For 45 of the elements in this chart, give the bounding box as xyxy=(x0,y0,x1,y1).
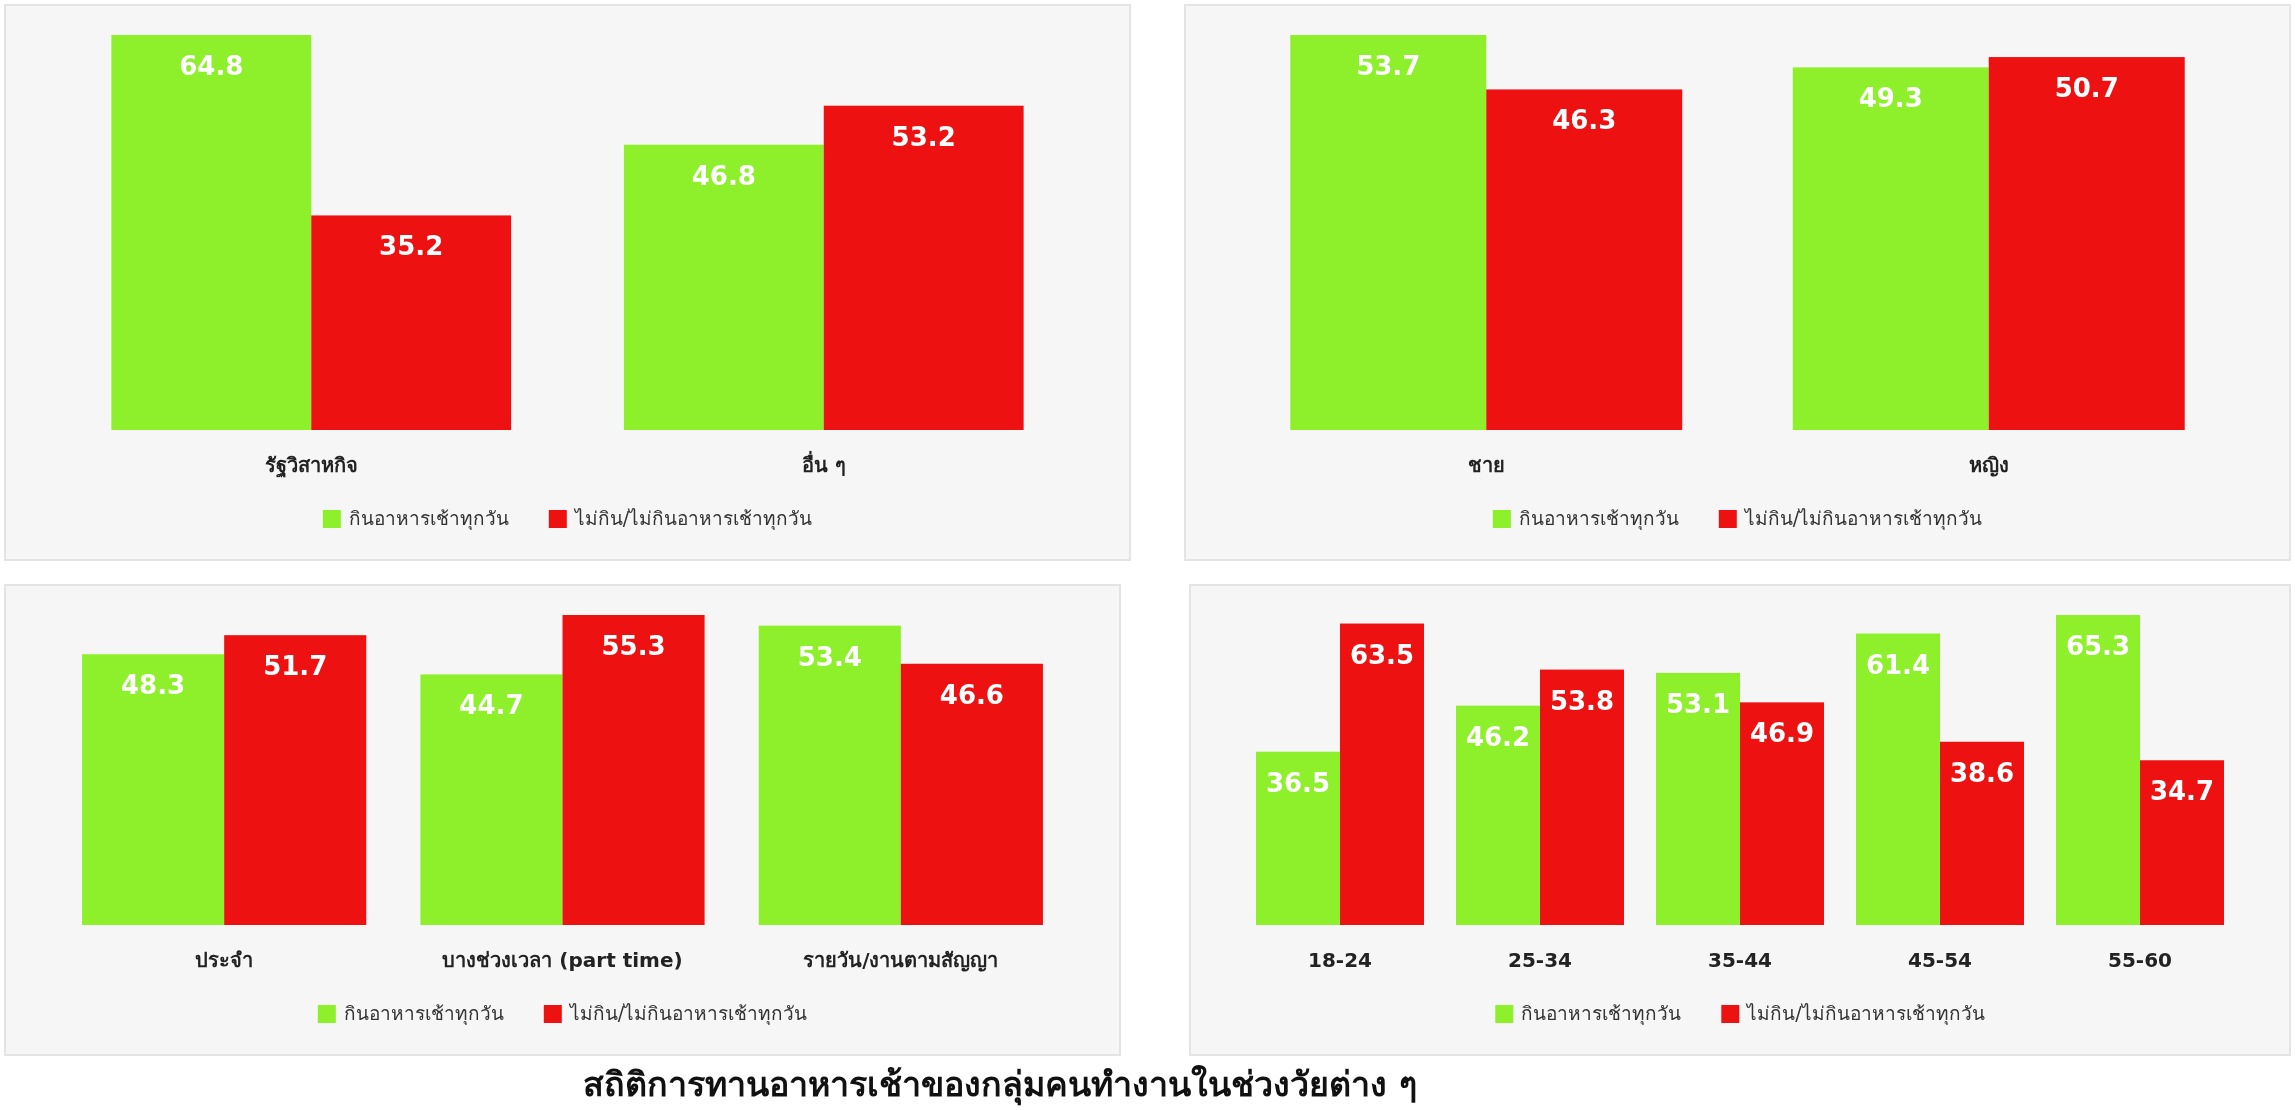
x-tick-label: ชาย xyxy=(1467,453,1505,477)
legend-label: ไม่กิน/ไม่กินอาหารเช้าทุกวัน xyxy=(572,507,813,531)
x-tick-label: รัฐวิสาหกิจ xyxy=(264,453,358,479)
x-tick-label: 35-44 xyxy=(1708,948,1772,972)
legend-label: กินอาหารเช้าทุกวัน xyxy=(1518,507,1679,531)
data-label: 46.3 xyxy=(1552,105,1617,136)
data-label: 46.2 xyxy=(1465,721,1531,752)
text: สถิติการทานอาหารเช้าของกลุ่มคนทำงานในช่วงวัยต่าง ๆ xyxy=(583,1064,1417,1106)
data-label: 38.6 xyxy=(1949,757,2015,788)
data-label: 53.7 xyxy=(1356,51,1421,81)
x-tick-label: 45-54 xyxy=(1908,948,1972,972)
data-label: 36.5 xyxy=(1265,767,1331,798)
legend-label: ไม่กิน/ไม่กินอาหารเช้าทุกวัน xyxy=(567,1002,808,1026)
data-label: 51.7 xyxy=(263,651,328,682)
data-label: 46.8 xyxy=(691,160,756,191)
data-label: 55.3 xyxy=(601,631,666,661)
data-label: 61.4 xyxy=(1865,649,1931,680)
x-tick-label: รายวัน/งานตามสัญญา xyxy=(803,948,999,972)
data-label: 48.3 xyxy=(121,670,186,701)
x-tick-label: บางช่วงเวลา (part time) xyxy=(442,948,683,972)
data-label: 46.9 xyxy=(1749,718,1815,749)
data-label: 35.2 xyxy=(379,231,444,262)
x-tick-label: ประจำ xyxy=(195,948,254,972)
x-tick-label: หญิง xyxy=(1968,453,2009,477)
x-tick-label: 55-60 xyxy=(2108,948,2172,972)
legend-label: ไม่กิน/ไม่กินอาหารเช้าทุกวัน xyxy=(1745,1002,1985,1026)
data-label: 64.8 xyxy=(179,51,244,81)
data-label: 49.3 xyxy=(1858,83,1923,114)
data-label: 44.7 xyxy=(459,690,524,721)
legend-label: ไม่กิน/ไม่กินอาหารเช้าทุกวัน xyxy=(1742,507,1983,531)
data-label: 46.6 xyxy=(939,679,1004,710)
data-label: 50.7 xyxy=(2054,73,2119,104)
x-tick-label: 18-24 xyxy=(1308,948,1372,972)
data-label: 53.2 xyxy=(891,121,956,152)
data-label: 63.5 xyxy=(1349,639,1415,670)
data-label: 65.3 xyxy=(2065,631,2131,661)
legend-label: กินอาหารเช้าทุกวัน xyxy=(1521,1002,1682,1026)
data-label: 53.1 xyxy=(1665,688,1731,719)
data-label: 53.4 xyxy=(797,641,862,672)
data-label: 53.8 xyxy=(1549,685,1615,716)
legend-label: กินอาหารเช้าทุกวัน xyxy=(348,507,509,531)
data-label: 34.7 xyxy=(2149,776,2215,807)
x-tick-label: 25-34 xyxy=(1508,948,1572,972)
legend-label: กินอาหารเช้าทุกวัน xyxy=(343,1002,504,1026)
x-tick-label: อื่น ๆ xyxy=(801,450,846,477)
